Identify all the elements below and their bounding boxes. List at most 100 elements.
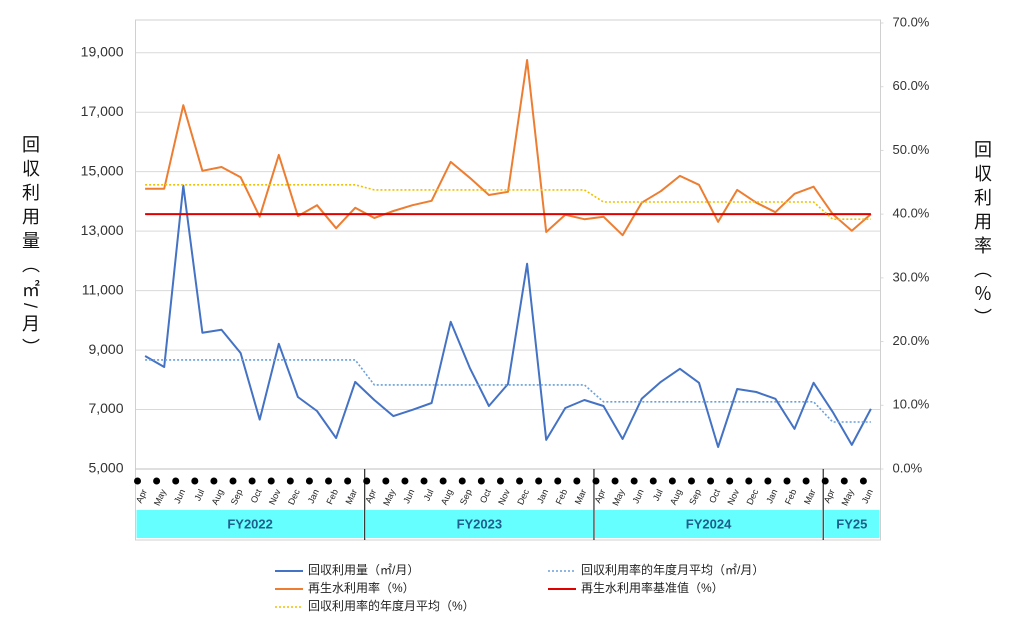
x-tick-label: Apr [822, 488, 837, 505]
x-tick-label: Aug [439, 488, 455, 507]
y-tick-label: 5,000 [88, 460, 123, 476]
fiscal-year-band [824, 510, 880, 538]
fiscal-year-band [594, 510, 823, 538]
x-tick-label: Dec [744, 487, 760, 506]
y-tick-label: 9,000 [88, 341, 123, 357]
month-dot [401, 477, 409, 485]
x-tick-label: Oct [707, 487, 722, 504]
x-tick-label: May [840, 487, 856, 507]
x-tick-label: Apr [363, 488, 378, 505]
month-dot [305, 477, 313, 485]
month-dot [420, 477, 428, 485]
fiscal-year-band [136, 510, 364, 538]
x-tick-label: Sep [687, 488, 703, 507]
month-dot [802, 477, 810, 485]
x-tick-label: Mar [573, 488, 589, 506]
month-dot [267, 477, 275, 485]
month-dot [726, 477, 734, 485]
legend-label: 回収利用率的年度月平均（%） [308, 598, 475, 613]
fiscal-year-label: FY2022 [227, 516, 273, 531]
x-tick-label: Jul [651, 488, 665, 503]
month-dot [764, 477, 772, 485]
x-tick-label: Nov [496, 487, 512, 506]
month-dot [344, 477, 352, 485]
x-tick-label: Nov [267, 487, 283, 506]
fiscal-year-label: FY25 [836, 516, 867, 531]
plot-frame [135, 19, 881, 541]
x-tick-label: Jan [306, 488, 321, 505]
month-dot [630, 477, 638, 485]
y-tick-label: 13,000 [81, 222, 124, 238]
x-tick-label: Mar [344, 488, 360, 506]
month-dot [172, 477, 180, 485]
x-tick-label: Dec [286, 487, 302, 506]
x-tick-label: Aug [668, 488, 684, 507]
x-tick-label: May [152, 487, 168, 507]
x-tick-label: Feb [783, 488, 799, 506]
x-tick-label: Oct [249, 487, 264, 504]
fiscal-year-label: FY2023 [457, 516, 503, 531]
month-dot [783, 477, 791, 485]
x-tick-label: Sep [229, 488, 245, 507]
month-dot [535, 477, 543, 485]
y2-tick-label: 60.0% [893, 78, 930, 93]
month-dot [286, 477, 294, 485]
x-tick-label: Feb [554, 488, 570, 506]
y2-tick-label: 40.0% [893, 206, 930, 221]
month-dot [191, 477, 199, 485]
fiscal-year-label: FY2024 [686, 516, 732, 531]
fiscal-year-band [365, 510, 593, 538]
y2-tick-label: 10.0% [893, 397, 930, 412]
y2-tick-label: 0.0% [893, 460, 923, 475]
month-dot [573, 477, 581, 485]
y-tick-label: 15,000 [81, 162, 124, 178]
x-tick-label: Jun [401, 488, 416, 505]
x-tick-label: Mar [802, 488, 818, 506]
x-tick-label: Apr [134, 488, 149, 505]
x-tick-label: Jun [860, 488, 875, 505]
x-tick-label: Apr [592, 488, 607, 505]
month-dot [325, 477, 333, 485]
month-dot [516, 477, 524, 485]
x-tick-label: Jan [535, 488, 550, 505]
month-dot [687, 477, 695, 485]
y2-tick-label: 50.0% [893, 142, 930, 157]
x-tick-label: Aug [210, 488, 226, 507]
month-dot [153, 477, 161, 485]
series-line [144, 184, 872, 448]
month-dot [496, 477, 504, 485]
x-tick-label: Oct [478, 487, 493, 504]
month-dot [859, 477, 867, 485]
y-tick-label: 11,000 [82, 281, 124, 297]
month-dot [611, 477, 619, 485]
series-line [145, 359, 871, 423]
x-tick-label: May [610, 487, 626, 507]
month-dot [439, 477, 447, 485]
y2-tick-label: 70.0% [893, 14, 930, 29]
legend-label: 回収利用量（㎡/月） [308, 563, 419, 577]
y-axis-label: 回収利用量（㎡/月） [20, 135, 40, 363]
y2-axis-label: 回収利用率（％） [972, 140, 992, 332]
y-tick-label: 19,000 [81, 43, 124, 59]
month-dot [707, 477, 715, 485]
x-tick-label: Nov [725, 487, 741, 506]
y-tick-label: 17,000 [81, 103, 124, 119]
month-dot [745, 477, 753, 485]
y2-tick-label: 30.0% [893, 269, 930, 284]
month-dot [477, 477, 485, 485]
month-dot [554, 477, 562, 485]
legend-label: 再生水利用率基准值（%） [581, 580, 724, 595]
series-line [145, 184, 871, 220]
x-tick-label: Jun [630, 488, 645, 505]
month-dot [458, 477, 466, 485]
month-dot [248, 477, 256, 485]
month-dot [840, 477, 848, 485]
x-tick-label: Jun [172, 488, 187, 505]
month-dot [229, 477, 237, 485]
month-dot [668, 477, 676, 485]
x-tick-label: Feb [324, 488, 340, 506]
month-dot [382, 477, 390, 485]
legend-label: 回収利用率的年度月平均（㎡/月） [581, 562, 764, 577]
